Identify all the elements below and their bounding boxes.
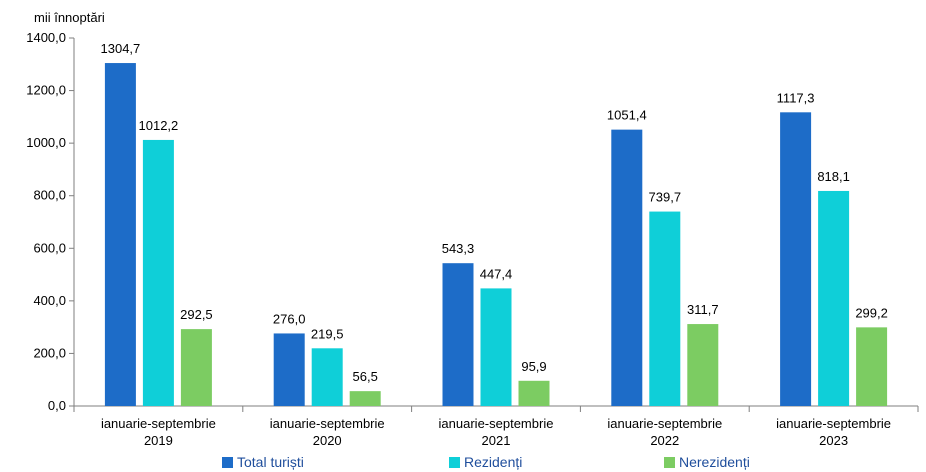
data-label: 447,4 (480, 266, 513, 281)
x-tick-label: 2021 (482, 433, 511, 448)
x-tick-label: 2022 (650, 433, 679, 448)
bar (518, 380, 550, 406)
data-label: 1117,3 (777, 90, 815, 105)
data-label: 299,2 (855, 305, 888, 320)
bars: 1304,7 1012,2 292,5 276,0 219,5 56,5 543,3 447,… (101, 41, 888, 406)
legend-label: Nerezidenți (679, 454, 750, 470)
y-axis-ticks: 0,0 200,0 400,0 600,0 800,0 1000,0 1200,0 1400,… (26, 30, 74, 413)
bar (611, 129, 643, 406)
bar (180, 329, 212, 406)
bar (311, 348, 343, 406)
x-tick-label: ianuarie-septembrie (776, 416, 891, 431)
bar (273, 333, 305, 406)
legend-swatch (222, 457, 233, 468)
y-tick-label: 1200,0 (26, 83, 66, 98)
y-tick-label: 1000,0 (26, 135, 66, 150)
unit-label: mii înnoptări (34, 10, 105, 25)
x-tick-label: ianuarie-septembrie (101, 416, 216, 431)
data-label: 1012,2 (139, 118, 179, 133)
y-tick-label: 400,0 (33, 293, 66, 308)
data-label: 818,1 (817, 169, 850, 184)
data-label: 1304,7 (101, 41, 141, 56)
bar (480, 288, 512, 406)
data-label: 739,7 (649, 190, 682, 205)
bar (649, 211, 681, 406)
data-label: 56,5 (353, 369, 378, 384)
y-tick-label: 0,0 (48, 398, 66, 413)
data-label: 311,7 (687, 302, 719, 317)
legend-label: Total turiști (237, 454, 304, 470)
bar (142, 139, 174, 406)
data-label: 292,5 (180, 307, 213, 322)
y-tick-label: 800,0 (33, 188, 66, 203)
bar (687, 324, 719, 406)
y-tick-label: 1400,0 (26, 30, 66, 45)
x-axis-categories: ianuarie-septembrie 2019 ianuarie-septembr… (73, 406, 919, 448)
bar (780, 112, 812, 406)
x-tick-label: 2023 (819, 433, 848, 448)
data-label: 276,0 (273, 311, 306, 326)
x-tick-label: ianuarie-septembrie (439, 416, 554, 431)
x-tick-label: ianuarie-septembrie (607, 416, 722, 431)
x-tick-label: 2020 (313, 433, 342, 448)
bar (104, 63, 136, 406)
data-label: 219,5 (311, 326, 344, 341)
legend: Total turiști Rezidenți Nerezidenți (222, 454, 750, 470)
data-label: 1051,4 (607, 108, 647, 123)
y-tick-label: 200,0 (33, 345, 66, 360)
bar (856, 327, 888, 406)
legend-label: Rezidenți (464, 454, 522, 470)
x-tick-label: 2019 (144, 433, 173, 448)
legend-swatch (449, 457, 460, 468)
legend-swatch (664, 457, 675, 468)
y-tick-label: 600,0 (33, 240, 66, 255)
bar (818, 190, 850, 406)
bar (442, 263, 474, 406)
bar (349, 391, 381, 406)
data-label: 95,9 (521, 359, 546, 374)
data-label: 543,3 (442, 241, 475, 256)
x-tick-label: ianuarie-septembrie (270, 416, 385, 431)
